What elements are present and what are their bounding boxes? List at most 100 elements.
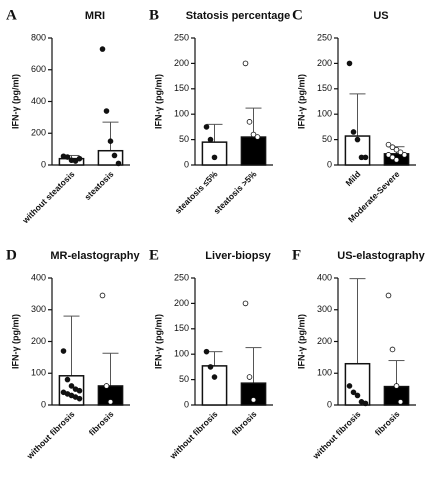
bar xyxy=(383,385,410,406)
panel-letter: B xyxy=(149,7,159,23)
data-point xyxy=(246,119,253,125)
data-point xyxy=(76,155,83,162)
y-tick-label: 0 xyxy=(327,399,332,409)
data-point xyxy=(354,136,361,143)
y-tick-label: 150 xyxy=(174,83,189,93)
panel-letter: E xyxy=(149,247,159,263)
data-point xyxy=(397,149,404,156)
panel-title: MRI xyxy=(85,10,105,22)
data-point xyxy=(385,152,392,158)
y-tick-label: 200 xyxy=(31,336,46,346)
data-point xyxy=(393,157,400,163)
y-tick-label: 100 xyxy=(317,109,332,119)
panel-letter: F xyxy=(292,247,301,263)
data-point xyxy=(107,399,114,405)
data-point xyxy=(254,134,261,140)
data-point xyxy=(389,346,396,353)
x-tick-label: without fibrosis xyxy=(310,409,363,462)
bar xyxy=(240,382,267,406)
data-point xyxy=(103,108,110,114)
x-tick-label: fibrosis xyxy=(230,409,259,438)
y-tick-label: 100 xyxy=(174,349,189,359)
x-tick-label: without fibrosis xyxy=(167,409,220,462)
data-point xyxy=(385,141,392,148)
y-tick-label: 150 xyxy=(317,83,332,93)
y-tick-label: 50 xyxy=(179,374,189,384)
data-point xyxy=(203,348,210,355)
bar xyxy=(240,136,267,166)
bar xyxy=(97,385,124,406)
data-point xyxy=(68,383,75,389)
data-point xyxy=(354,392,361,399)
x-tick-label: steatosis xyxy=(82,169,115,202)
panel-title: Statosis percentage xyxy=(186,10,291,22)
data-point xyxy=(350,389,357,396)
y-axis-label: IFN-γ (pg/ml) xyxy=(10,314,20,369)
data-point xyxy=(99,46,106,52)
y-tick-label: 100 xyxy=(317,368,332,378)
y-axis-label: IFN-γ (pg/ml) xyxy=(296,74,306,129)
data-point xyxy=(211,374,218,380)
data-point xyxy=(207,364,214,370)
data-point xyxy=(250,397,257,403)
data-point xyxy=(111,152,118,159)
data-point xyxy=(203,124,210,130)
data-point xyxy=(346,383,353,389)
data-point xyxy=(362,154,369,161)
y-axis-label: IFN-γ (pg/ml) xyxy=(10,74,20,129)
y-tick-label: 150 xyxy=(174,323,189,333)
y-tick-label: 0 xyxy=(184,399,189,409)
x-tick-label: without fibrosis xyxy=(24,409,77,462)
data-point xyxy=(64,154,71,160)
y-axis-label: IFN-γ (pg/ml) xyxy=(153,314,163,369)
y-tick-label: 0 xyxy=(41,399,46,409)
data-point xyxy=(397,399,404,405)
x-tick-label: fibrosis xyxy=(87,409,116,438)
data-point xyxy=(207,136,214,143)
y-tick-label: 250 xyxy=(174,272,189,282)
data-point xyxy=(250,131,257,138)
y-tick-label: 200 xyxy=(174,298,189,308)
panel-letter: A xyxy=(6,7,17,23)
x-tick-label: Mild xyxy=(343,169,362,188)
data-point xyxy=(107,138,114,144)
y-tick-label: 600 xyxy=(31,64,46,74)
y-tick-label: 100 xyxy=(174,109,189,119)
bar xyxy=(201,141,228,166)
panel-letter: D xyxy=(6,247,17,263)
y-tick-label: 50 xyxy=(179,134,189,144)
y-tick-label: 400 xyxy=(31,272,46,282)
y-tick-label: 50 xyxy=(322,134,332,144)
x-tick-label: without steatosis xyxy=(20,169,77,226)
data-point xyxy=(60,348,67,354)
panel-title: US-elastography xyxy=(337,250,425,262)
data-point xyxy=(401,152,408,158)
panel-title: US xyxy=(373,10,388,22)
y-tick-label: 200 xyxy=(317,58,332,68)
y-tick-label: 0 xyxy=(41,159,46,169)
y-tick-label: 250 xyxy=(317,32,332,42)
data-point xyxy=(346,60,353,67)
data-point xyxy=(115,160,122,167)
data-point xyxy=(76,387,83,394)
x-tick-label: fibrosis xyxy=(373,409,402,438)
y-tick-label: 0 xyxy=(327,159,332,169)
data-point xyxy=(242,60,249,67)
data-point xyxy=(103,383,110,389)
data-point xyxy=(362,400,369,407)
data-point xyxy=(389,154,396,161)
y-tick-label: 200 xyxy=(317,336,332,346)
data-point xyxy=(389,144,396,151)
y-tick-label: 0 xyxy=(184,159,189,169)
y-tick-label: 200 xyxy=(174,58,189,68)
panel-letter: C xyxy=(292,7,303,23)
y-axis-label: IFN-γ (pg/ml) xyxy=(296,314,306,369)
y-tick-label: 200 xyxy=(31,128,46,138)
y-tick-label: 400 xyxy=(31,96,46,106)
data-point xyxy=(64,376,71,383)
data-point xyxy=(99,292,106,299)
data-point xyxy=(385,292,392,299)
y-tick-label: 300 xyxy=(31,304,46,314)
y-tick-label: 800 xyxy=(31,32,46,42)
